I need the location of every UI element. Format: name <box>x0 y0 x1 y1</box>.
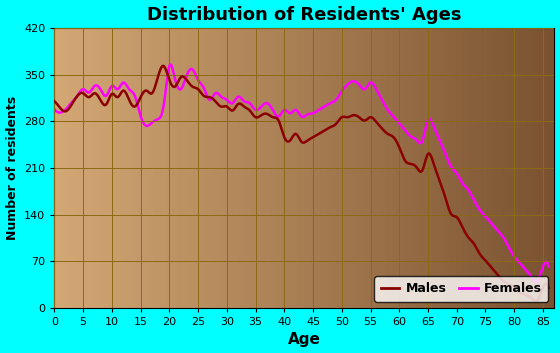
X-axis label: Age: Age <box>288 333 321 347</box>
Y-axis label: Number of residents: Number of residents <box>6 96 18 240</box>
Legend: Males, Females: Males, Females <box>374 276 548 301</box>
Title: Distribution of Residents' Ages: Distribution of Residents' Ages <box>147 6 461 24</box>
